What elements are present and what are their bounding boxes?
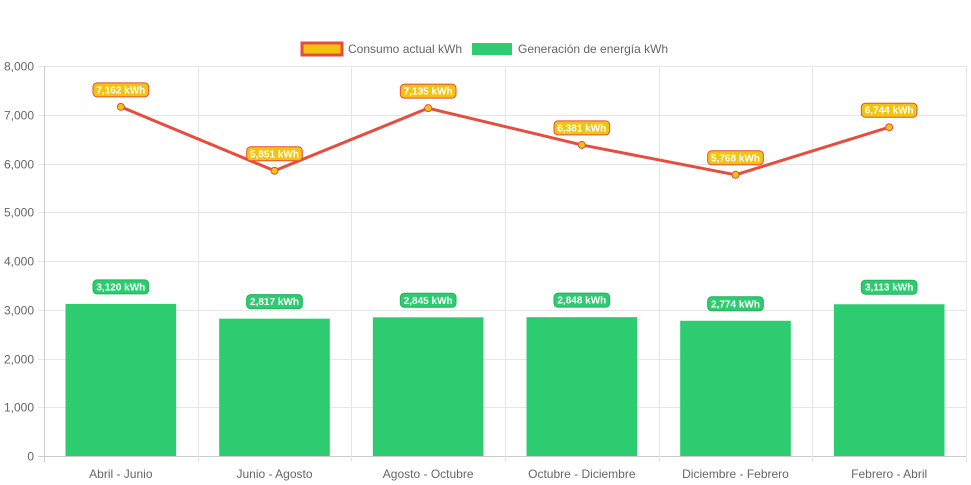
- data-label-box: [92, 279, 150, 295]
- data-label-text: 6,744 kWh: [865, 106, 914, 117]
- data-label: 2,817 kWh: [246, 294, 303, 310]
- data-label: 3,120 kWh: [92, 279, 150, 295]
- data-label-box: [553, 292, 611, 308]
- legend-item-consumo[interactable]: Consumo actual kWh: [300, 41, 462, 57]
- data-label-text: 2,817 kWh: [250, 297, 299, 308]
- y-tick-label: 3,000: [4, 304, 34, 318]
- legend-label: Generación de energía kWh: [518, 42, 668, 56]
- y-tick-label: 5,000: [4, 206, 34, 220]
- x-tick-label: Agosto - Octubre: [383, 467, 474, 481]
- data-label: 6,744 kWh: [860, 102, 918, 118]
- data-label: 5,851 kWh: [246, 146, 303, 162]
- bar: [372, 317, 484, 456]
- y-tick-label: 7,000: [4, 109, 34, 123]
- legend-item-generacion[interactable]: Generación de energía kWh: [472, 42, 668, 56]
- data-label-box: [707, 296, 764, 312]
- data-label-box: [399, 83, 457, 99]
- data-label-text: 3,120 kWh: [96, 282, 145, 293]
- data-label: 2,774 kWh: [707, 296, 764, 312]
- data-label-box: [92, 82, 150, 98]
- bar-series: [65, 303, 945, 456]
- legend-swatch: [472, 43, 512, 55]
- bar: [219, 318, 330, 456]
- y-tick-label: 1,000: [4, 401, 34, 415]
- data-label-box: [860, 279, 918, 295]
- x-tick-label: Diciembre - Febrero: [682, 467, 789, 481]
- data-label-box: [860, 102, 918, 118]
- x-tick-label: Abril - Junio: [89, 467, 153, 481]
- bar: [833, 304, 945, 456]
- axes: 0 1,000 2,000 3,000 4,000 5,000 6,000 7,000 8,00…: [4, 60, 927, 482]
- grid: [38, 66, 967, 462]
- data-label: 6,381 kWh: [553, 120, 611, 136]
- data-label: 2,845 kWh: [399, 292, 457, 308]
- line-point: [116, 102, 125, 111]
- y-tick-label: 0: [27, 450, 34, 464]
- legend[interactable]: Consumo actual kWh Generación de energía …: [300, 41, 668, 57]
- y-tick-label: 6,000: [4, 158, 34, 172]
- data-label-text: 6,381 kWh: [557, 123, 606, 134]
- x-tick-label: Octubre - Diciembre: [528, 467, 636, 481]
- line-point: [424, 104, 433, 113]
- bar: [65, 303, 177, 456]
- x-tick-label: Febrero - Abril: [851, 467, 927, 481]
- data-label: 2,848 kWh: [553, 292, 611, 308]
- x-tick-label: Junio - Agosto: [236, 467, 312, 481]
- data-label-text: 2,774 kWh: [711, 299, 760, 310]
- data-label: 5,768 kWh: [707, 150, 764, 166]
- legend-label: Consumo actual kWh: [348, 42, 462, 56]
- data-label-box: [553, 120, 611, 136]
- data-label-box: [246, 146, 303, 162]
- data-label-text: 2,848 kWh: [557, 296, 606, 307]
- data-label-box: [399, 292, 457, 308]
- data-label: 7,135 kWh: [399, 83, 457, 99]
- bar: [526, 317, 638, 456]
- data-label-text: 2,845 kWh: [404, 296, 453, 307]
- line-point: [885, 123, 894, 132]
- data-label-text: 5,851 kWh: [250, 149, 299, 160]
- line-point: [731, 170, 740, 179]
- data-label-text: 7,135 kWh: [404, 87, 453, 98]
- data-label: 3,113 kWh: [860, 279, 918, 295]
- data-label-text: 3,113 kWh: [865, 283, 913, 294]
- line-point: [270, 166, 279, 175]
- line-point: [577, 140, 586, 149]
- data-label-text: 5,768 kWh: [711, 153, 760, 164]
- data-label: 7,162 kWh: [92, 82, 150, 98]
- y-tick-label: 4,000: [4, 255, 34, 269]
- data-label-text: 7,162 kWh: [96, 85, 145, 96]
- y-tick-label: 2,000: [4, 353, 34, 367]
- y-tick-label: 8,000: [4, 60, 34, 74]
- bar: [680, 320, 791, 456]
- legend-swatch: [300, 41, 344, 57]
- data-labels: 3,120 kWh 2,817 kWh 2,845 kWh 2,848 kWh 2,77…: [92, 82, 918, 312]
- data-label-box: [246, 294, 303, 310]
- data-label-box: [707, 150, 764, 166]
